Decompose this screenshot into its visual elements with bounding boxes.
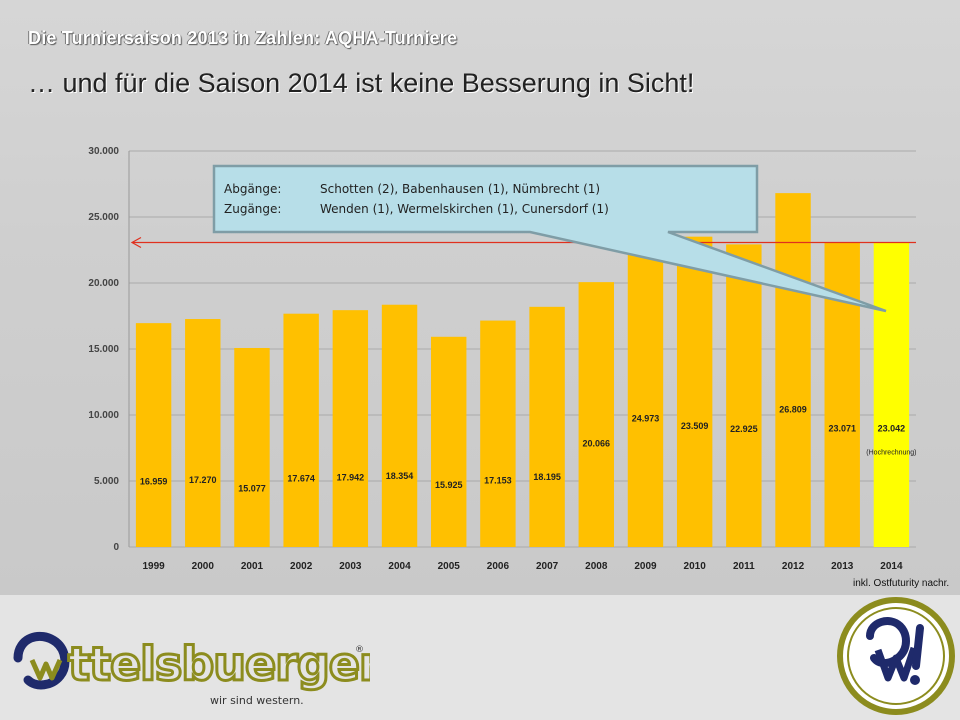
x-tick-label: 2003 <box>339 561 362 572</box>
bar <box>529 306 565 547</box>
data-label: 18.354 <box>386 471 414 481</box>
y-tick-label: 0 <box>113 542 119 553</box>
data-label: 23.509 <box>681 421 709 431</box>
x-tick-label: 2014 <box>880 561 903 572</box>
bar <box>726 244 762 547</box>
data-label: 16.959 <box>140 476 168 486</box>
x-tick-label: 2008 <box>585 561 608 572</box>
bar <box>332 310 369 547</box>
x-axis-categories: 1999 2000 2001 2002 2003 2004 2005 2006 2007 2008… <box>142 561 902 572</box>
slide-kicker: Die Turniersaison 2013 in Zahlen: AQHA-T… <box>28 28 458 48</box>
x-tick-label: 2010 <box>684 561 707 572</box>
callout-label-out: Abgänge: <box>224 182 281 196</box>
data-label: 24.973 <box>632 414 660 424</box>
x-tick-label: 2007 <box>536 561 559 572</box>
bar <box>578 282 614 547</box>
y-axis-ticks: 0 5.000 10.000 15.000 20.000 25.000 30.000 <box>88 146 119 553</box>
callout-shape <box>212 164 887 313</box>
data-label: 15.077 <box>238 483 266 493</box>
bar <box>775 193 811 547</box>
data-label: 23.042 <box>878 423 906 433</box>
bar <box>135 323 172 547</box>
bar <box>185 319 221 547</box>
x-tick-label: 2005 <box>438 561 461 572</box>
data-label: 23.071 <box>828 423 856 433</box>
callout-text-out: Schotten (2), Babenhausen (1), Nümbrecht… <box>320 182 600 196</box>
bar-chart: 0 5.000 10.000 15.000 20.000 25.000 30.000 16.… <box>88 146 917 572</box>
y-tick-label: 5.000 <box>94 476 119 487</box>
y-tick-label: 25.000 <box>88 212 119 223</box>
y-tick-label: 20.000 <box>88 278 119 289</box>
x-tick-label: 2011 <box>733 561 755 572</box>
slide-headline: … und für die Saison 2014 ist keine Bess… <box>28 68 695 98</box>
bar <box>480 320 516 547</box>
bar <box>676 236 713 547</box>
data-label: 17.153 <box>484 476 512 486</box>
round-logo-icon <box>837 597 955 715</box>
y-tick-label: 10.000 <box>88 410 119 421</box>
data-label: 17.942 <box>337 473 365 483</box>
bar <box>283 313 319 547</box>
callout-label-in: Zugänge: <box>224 202 281 216</box>
x-tick-label: 2004 <box>388 561 411 572</box>
bar <box>627 217 664 548</box>
reference-line <box>130 236 916 248</box>
bar <box>824 242 860 547</box>
footer-background <box>0 595 960 720</box>
x-tick-label: 2001 <box>241 561 264 572</box>
bar-highlight <box>873 242 910 548</box>
data-label: 17.270 <box>189 475 217 485</box>
logo-mark-icon <box>13 632 70 690</box>
callout-text-in: Wenden (1), Wermelskirchen (1), Cunersdo… <box>320 202 609 216</box>
x-tick-label: 2006 <box>487 561 510 572</box>
registered-mark: ® <box>355 645 364 655</box>
y-tick-label: 30.000 <box>88 146 119 157</box>
bar <box>234 347 270 547</box>
data-label: 18.195 <box>533 472 561 482</box>
callout-box: Abgänge: Schotten (2), Babenhausen (1), … <box>212 164 887 313</box>
y-tick-label: 15.000 <box>88 344 119 355</box>
chart-bars <box>135 193 910 548</box>
x-tick-label: 2009 <box>634 561 657 572</box>
arrow-left-icon <box>130 236 142 248</box>
data-label: 26.809 <box>779 405 807 415</box>
projection-note: (Hochrechnung) <box>866 449 916 456</box>
data-label: 17.674 <box>287 474 315 484</box>
x-tick-label: 1999 <box>142 561 165 572</box>
footnote: inkl. Ostfuturity nachr. <box>853 578 950 589</box>
x-tick-label: 2000 <box>192 561 215 572</box>
data-label: 20.066 <box>583 438 611 448</box>
chart-data-labels: 16.959 17.270 15.077 17.674 17.942 18.354 15.9… <box>140 405 917 494</box>
data-label: 15.925 <box>435 480 463 490</box>
bar <box>431 336 467 547</box>
logo-tagline: wir sind western. <box>210 694 304 707</box>
bar <box>381 304 418 547</box>
x-tick-label: 2002 <box>290 561 313 572</box>
data-label: 22.925 <box>730 424 758 434</box>
x-tick-label: 2013 <box>831 561 854 572</box>
x-tick-label: 2012 <box>782 561 805 572</box>
logo-wordmark: ttelsbuerger <box>68 637 370 691</box>
brand-logo: ttelsbuerger ® <box>13 632 370 693</box>
